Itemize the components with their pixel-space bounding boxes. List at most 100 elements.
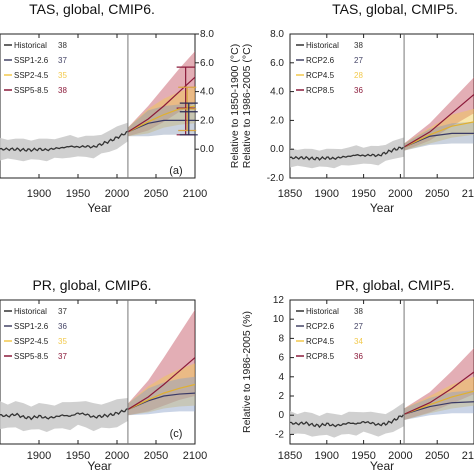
legend-count: 38 [58, 41, 67, 50]
legend-label: RCP4.5 [306, 71, 335, 80]
y-tick-label: 4 [278, 372, 284, 383]
y-tick-label: 4.0 [270, 87, 284, 98]
plot-area [290, 77, 474, 169]
legend-label: SSP5-8.5 [14, 86, 49, 95]
legend-label: Historical [306, 41, 339, 50]
y-tick-label: 4.0 [200, 87, 214, 98]
y-tick-label: 2.0 [270, 115, 284, 126]
plot-area [0, 51, 195, 162]
panel-label: (c) [170, 428, 183, 440]
scenario-line-1 [403, 390, 474, 415]
scenario-envelope-0 [404, 121, 474, 151]
y-axis-label: Relative to 1986-2005 (%) [241, 311, 253, 433]
y-tick-label: 12 [273, 295, 285, 306]
historical-envelope [290, 137, 405, 169]
scenario-line-0 [403, 401, 474, 415]
scenario-line-1 [127, 383, 195, 410]
x-tick-label: 2000 [388, 450, 412, 462]
y-axis-label: Relative to 1986-2005 (°C) [241, 44, 253, 168]
plot-frame [289, 33, 474, 179]
legend-label: RCP2.6 [306, 56, 335, 65]
y-tick-label: 0.0 [270, 144, 284, 155]
chart-panel-c: PR, global, CMIP6. 1900 1950 2000 2050 2100 Ye… [0, 277, 207, 473]
y-tick-label: -2 [275, 429, 284, 440]
legend-label: SSP1-2.6 [14, 56, 49, 65]
legend-count: 27 [354, 56, 363, 65]
y-tick-label: 6.0 [270, 58, 284, 69]
plot-area [290, 348, 474, 438]
plot-frame [0, 299, 196, 445]
y-axis-label: Relative to 1850-1900 (°C) [229, 44, 241, 168]
x-tick-label: 1900 [27, 450, 51, 462]
legend-count: 28 [354, 71, 363, 80]
x-tick-label: 1900 [315, 188, 339, 200]
y-tick-label: 10 [273, 314, 285, 325]
chart-title: PR, global, CMIP5. [335, 277, 454, 293]
scenario-envelope-2 [404, 348, 474, 420]
scenario-envelope-0 [127, 103, 195, 137]
legend-label: RCP8.5 [306, 352, 335, 361]
legend-label: SSP5-8.5 [14, 352, 49, 361]
legend-label: SSP1-2.6 [14, 322, 49, 331]
legend-label: Historical [306, 307, 339, 316]
x-tick-label: 2100 [183, 188, 207, 200]
legend-label: SSP2-4.5 [14, 337, 49, 346]
y-tick-label: 8 [278, 333, 284, 344]
scenario-line-2 [403, 371, 474, 415]
x-tick-label: 2000 [105, 450, 129, 462]
legend-count: 38 [354, 307, 363, 316]
legend-count: 36 [354, 352, 363, 361]
legend-count: 27 [354, 322, 363, 331]
x-tick-label: 2050 [144, 188, 168, 200]
legend-label: Historical [14, 307, 47, 316]
y-tick-label: 6 [278, 353, 284, 364]
x-tick-label: 1850 [278, 188, 302, 200]
plot-area [0, 309, 195, 433]
x-tick-label: 2100 [183, 450, 207, 462]
x-tick-label: 1900 [27, 188, 51, 200]
y-tick-label: 2 [278, 391, 284, 402]
legend-count: 36 [58, 322, 67, 331]
x-axis-label: Year [87, 201, 111, 215]
x-axis-label: Year [370, 459, 394, 473]
x-tick-label: 1950 [66, 188, 90, 200]
scenario-envelope-2 [404, 77, 474, 151]
plot-frame [289, 299, 474, 445]
chart-panel-d: PR, global, CMIP5.1850 1900 1950 2000 2050 21… [241, 277, 474, 473]
legend-label: RCP2.6 [306, 322, 335, 331]
panel-label: (a) [169, 165, 182, 177]
scenario-envelope-0 [127, 376, 195, 416]
scenario-line-2 [403, 94, 474, 148]
chart-title: PR, global, CMIP6. [32, 277, 151, 293]
chart-title: TAS, global, CMIP6. [29, 1, 155, 17]
chart-panel-a: TAS, global, CMIP6. 1900 1950 2000 2050 2100 Y… [0, 1, 241, 215]
historical-envelope [290, 402, 405, 438]
legend-count: 35 [58, 337, 67, 346]
x-tick-label: 2050 [425, 188, 449, 200]
x-tick-label: 1950 [351, 188, 375, 200]
x-tick-label: 1950 [66, 450, 90, 462]
scenario-line-0 [127, 119, 195, 133]
y-tick-label: 8.0 [200, 29, 214, 40]
legend-label: Historical [14, 41, 47, 50]
x-tick-label: 2050 [144, 450, 168, 462]
x-tick-label: 2000 [105, 188, 129, 200]
chart-title: TAS, global, CMIP5. [332, 1, 458, 17]
x-tick-label: 2100 [462, 450, 474, 462]
legend-count: 36 [354, 86, 363, 95]
legend-count: 37 [58, 352, 67, 361]
scenario-line-2 [127, 357, 195, 410]
legend-count: 38 [354, 41, 363, 50]
legend-count: 34 [354, 337, 363, 346]
historical-line [290, 414, 404, 429]
historical-envelope [0, 122, 128, 162]
x-tick-label: 2000 [388, 188, 412, 200]
x-axis-label: Year [87, 459, 111, 473]
y-tick-label: -2.0 [267, 173, 285, 184]
x-tick-label: 1950 [351, 450, 375, 462]
y-tick-label: 6.0 [200, 58, 214, 69]
y-tick-label: 8.0 [270, 29, 284, 40]
legend-count: 37 [58, 307, 67, 316]
y-tick-label: 0.0 [200, 144, 214, 155]
